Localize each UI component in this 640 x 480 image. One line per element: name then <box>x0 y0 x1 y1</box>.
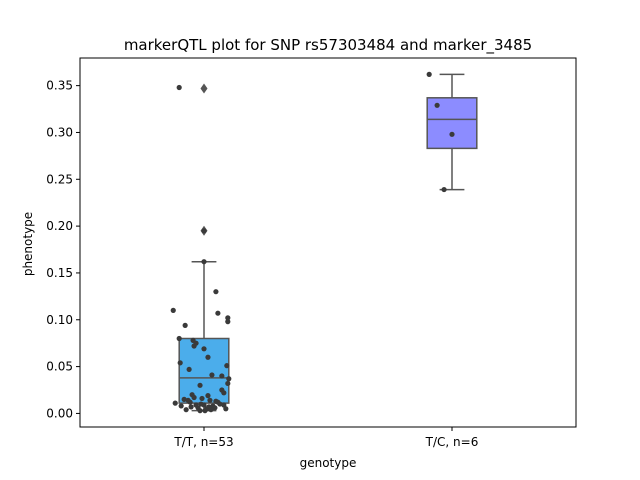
data-point <box>187 399 193 405</box>
plot-area: 0.00 0.05 0.10 0.15 0.20 0.25 0.30 0.35 T/T, n=5… <box>46 71 479 449</box>
data-point <box>176 84 182 91</box>
data-point <box>201 259 207 265</box>
x-tick-label: T/T, n=53 <box>173 435 233 449</box>
data-point <box>197 408 203 414</box>
data-point <box>441 186 447 193</box>
data-point <box>221 390 227 396</box>
data-point <box>199 395 205 402</box>
data-point <box>201 402 207 408</box>
data-point <box>186 366 192 373</box>
y-tick-label: 0.20 <box>46 219 73 233</box>
outlier-marker <box>200 83 208 94</box>
data-point <box>215 310 221 316</box>
y-tick-label: 0.05 <box>46 360 73 374</box>
data-point <box>201 228 207 234</box>
data-point <box>209 372 215 378</box>
x-axis-label: genotype <box>300 456 357 470</box>
data-point <box>182 322 188 328</box>
data-point <box>177 360 183 366</box>
data-point <box>217 401 223 407</box>
y-tick-label: 0.30 <box>46 125 73 139</box>
y-tick-label: 0.15 <box>46 266 73 280</box>
data-point <box>197 382 203 388</box>
plot-frame <box>79 57 577 428</box>
data-point <box>434 102 440 108</box>
data-point <box>207 397 213 403</box>
data-point <box>208 407 214 413</box>
data-point <box>181 396 187 402</box>
chart-title: markerQTL plot for SNP rs57303484 and ma… <box>124 36 532 55</box>
data-point <box>191 394 197 401</box>
data-point <box>225 315 231 321</box>
y-tick-label: 0.00 <box>46 406 73 420</box>
data-point <box>213 289 219 295</box>
data-point <box>172 400 178 406</box>
data-point <box>202 408 208 414</box>
y-tick-label: 0.10 <box>46 313 73 327</box>
y-axis-label: phenotype <box>21 212 35 276</box>
data-point <box>191 343 197 349</box>
data-point <box>225 380 231 387</box>
y-tick-label: 0.25 <box>46 172 73 186</box>
y-tick-label: 0.35 <box>46 79 73 93</box>
data-point <box>183 407 189 413</box>
data-point <box>224 363 230 369</box>
data-point <box>223 406 229 412</box>
data-point <box>188 404 194 410</box>
data-point <box>205 354 211 360</box>
x-tick-label: T/C, n=6 <box>425 435 479 449</box>
data-point <box>205 393 211 399</box>
data-point <box>178 403 184 409</box>
data-point <box>176 335 182 342</box>
data-point <box>225 319 231 325</box>
data-point <box>170 307 176 313</box>
data-point <box>201 346 207 352</box>
data-point <box>226 376 232 382</box>
data-point <box>219 373 225 379</box>
data-point <box>212 405 218 411</box>
data-point <box>426 71 432 77</box>
data-point <box>449 131 455 137</box>
